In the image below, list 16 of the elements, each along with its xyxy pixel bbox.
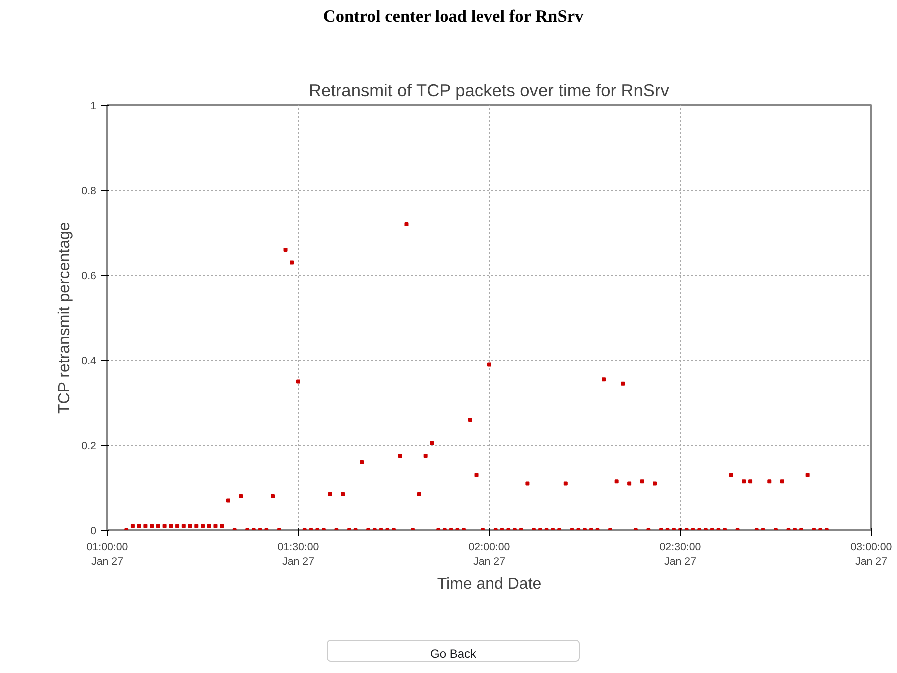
y-tick-label: 0.2 — [82, 440, 97, 452]
y-tick-label: 0 — [90, 525, 97, 538]
x-axis-title: Time and Date — [437, 576, 542, 593]
text: Go Back — [327, 640, 580, 662]
x-tick-label: 01:00:00 Jan 27 — [86, 541, 128, 568]
y-tick-label: 0.8 — [82, 185, 97, 198]
y-tick-label: 0.6 — [82, 270, 97, 282]
y-tick-label: 1 — [90, 100, 97, 112]
chart-subtitle: Retransmit of TCP packets over time for RnSrv — [308, 80, 670, 100]
y-axis-title: TCP retransmit percentage — [56, 222, 74, 414]
x-tick-label: 03:00:00 Jan 27 — [850, 541, 892, 568]
x-tick-label: 02:00:00 Jan 27 — [468, 541, 510, 568]
x-tick-label: 02:30:00 Jan 27 — [660, 541, 702, 568]
x-tick-label: 01:30:00 Jan 27 — [278, 541, 320, 568]
chart-title: Control center load level for RnSrv — [323, 6, 584, 28]
y-tick-label: 0.4 — [82, 355, 97, 368]
